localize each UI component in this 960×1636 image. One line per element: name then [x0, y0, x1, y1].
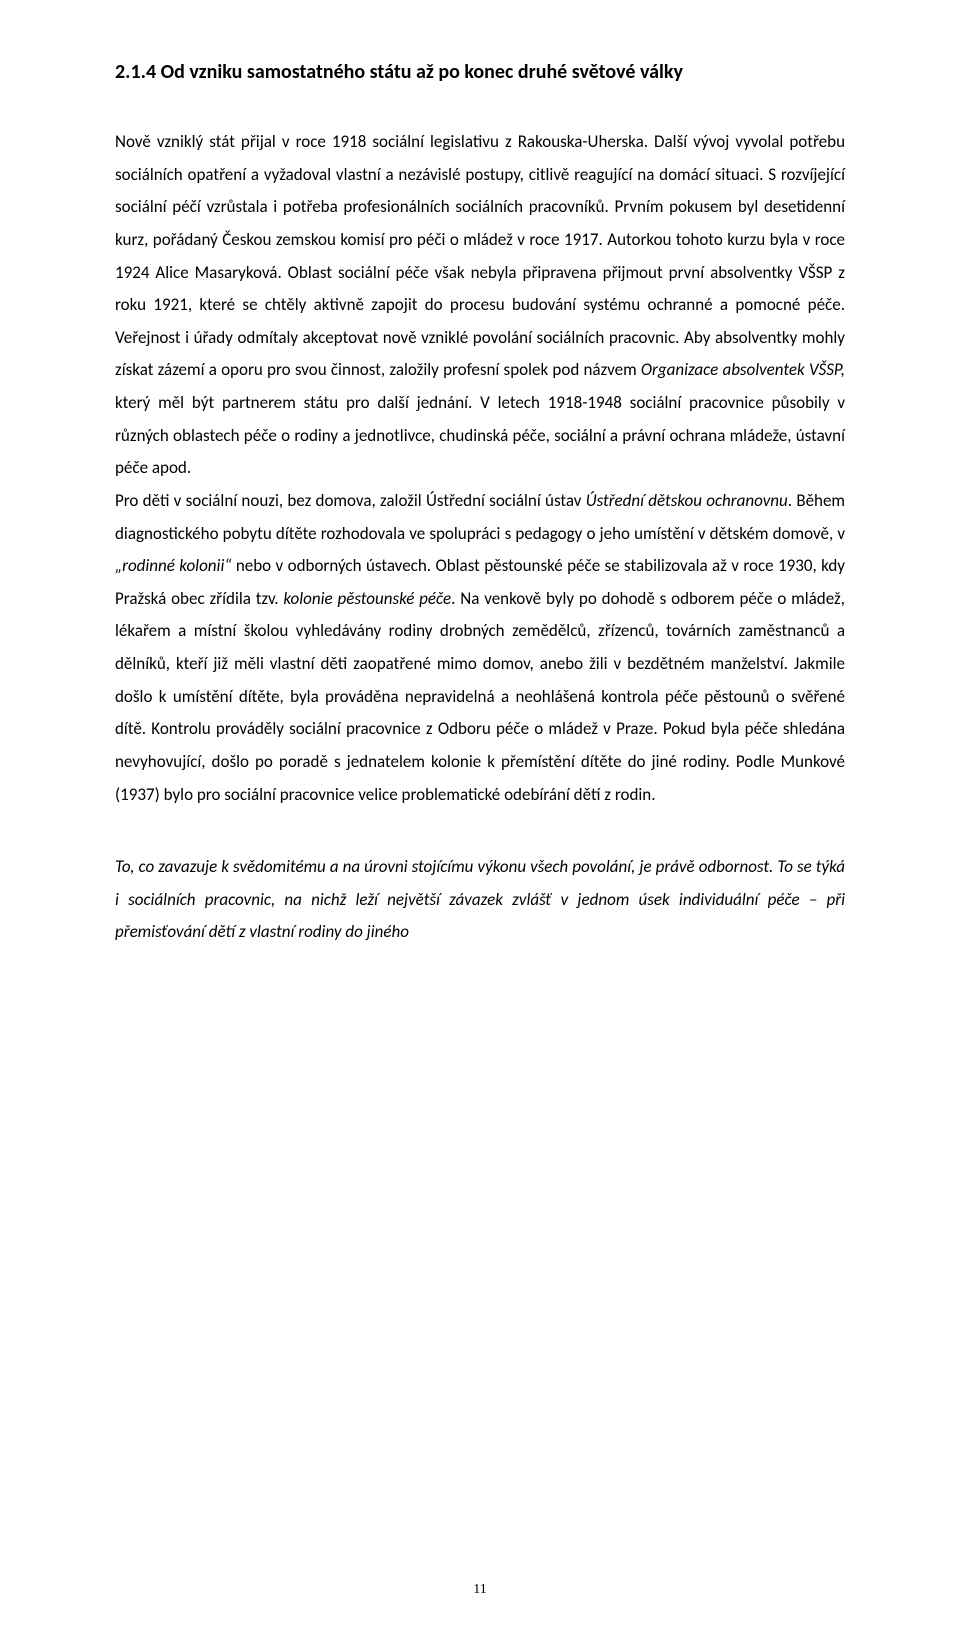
- paragraph-2: Pro děti v sociální nouzi, bez domova, z…: [115, 485, 845, 811]
- para1-text-b: který měl být partnerem státu pro další …: [115, 392, 845, 478]
- page-number: 11: [0, 1582, 960, 1598]
- para2-italic-3: kolonie pěstounské péče: [283, 588, 451, 609]
- para2-italic-1: Ústřední dětskou ochranovnu: [586, 490, 788, 511]
- paragraph-1: Nově vzniklý stát přijal v roce 1918 soc…: [115, 126, 845, 485]
- para1-text-a: Nově vzniklý stát přijal v roce 1918 soc…: [115, 131, 845, 380]
- para2-text-a: Pro děti v sociální nouzi, bez domova, z…: [115, 490, 586, 511]
- block-quote: To, co zavazuje k svědomitému a na úrovn…: [115, 851, 845, 949]
- para1-italic-1: Organizace absolventek VŠSP,: [641, 359, 845, 380]
- para2-italic-2: „rodinné kolonii“: [115, 555, 231, 576]
- section-heading: 2.1.4 Od vzniku samostatného státu až po…: [115, 58, 845, 86]
- para2-text-d: . Na venkově byly po dohodě s odborem pé…: [115, 588, 845, 805]
